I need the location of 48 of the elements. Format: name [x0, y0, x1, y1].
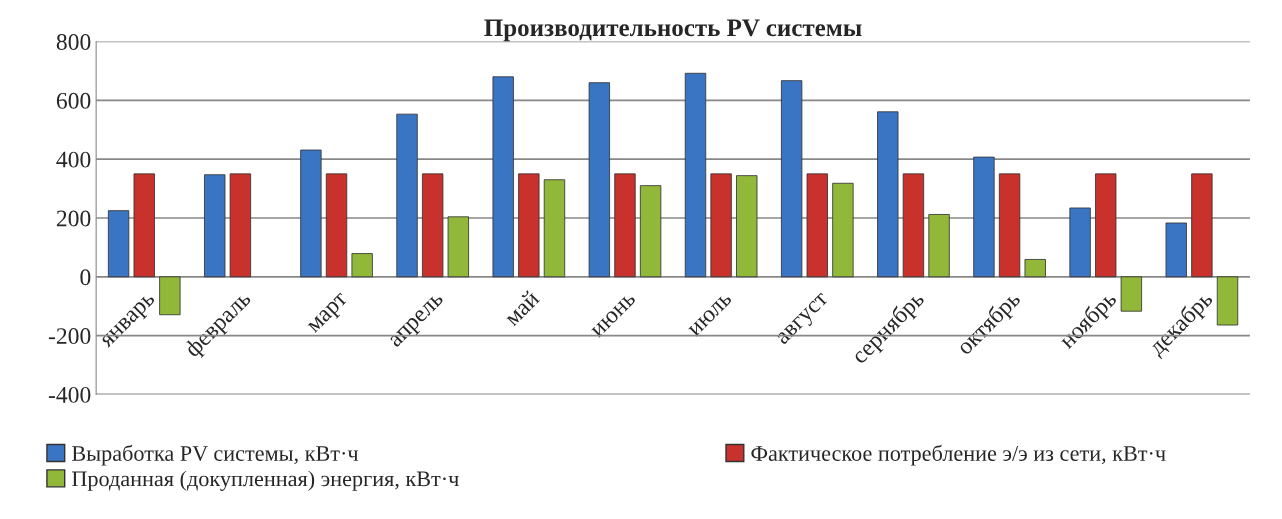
bar: [877, 111, 899, 278]
bar: [710, 173, 732, 278]
bar: [107, 210, 130, 278]
bar: [351, 253, 373, 278]
bar: [780, 80, 803, 278]
bar: [422, 173, 444, 278]
bar: [300, 149, 322, 278]
bar: [1095, 173, 1117, 278]
bar: [518, 173, 540, 278]
bar: [684, 72, 707, 278]
bar: [639, 185, 662, 278]
bar: [614, 173, 636, 278]
bar: [1120, 276, 1143, 312]
bar: [1191, 173, 1213, 278]
bar: [396, 113, 418, 278]
bar: [1165, 222, 1187, 278]
legend-label: Фактическое потребление э/э из сети, кВт·ч: [751, 444, 1166, 466]
bar: [832, 182, 854, 278]
bar: [902, 173, 925, 278]
bar: [159, 276, 181, 316]
x-tick-label: май: [502, 289, 541, 327]
bar: [588, 82, 611, 278]
bar: [492, 76, 514, 278]
chart-title: Производительность PV системы: [484, 19, 862, 42]
y-tick-label: 0: [80, 269, 91, 286]
y-tick-label: 400: [56, 151, 91, 168]
legend-label: Выработка PV системы, кВт·ч: [72, 444, 359, 466]
bar: [133, 173, 155, 278]
bar: [973, 156, 995, 278]
bar: [543, 179, 566, 278]
y-tick-label: 600: [56, 92, 91, 109]
bar: [1216, 276, 1239, 326]
bar: [204, 174, 226, 278]
bar: [806, 173, 828, 278]
bar: [928, 214, 950, 278]
y-tick-label: -400: [48, 386, 91, 403]
y-tick-label: 200: [56, 210, 91, 227]
y-tick-label: 800: [56, 34, 91, 50]
bar: [998, 173, 1021, 278]
bar: [229, 173, 252, 278]
bar: [1024, 259, 1046, 278]
y-tick-label: -200: [48, 328, 91, 345]
bar: [736, 175, 758, 278]
x-tick-label: март: [307, 292, 352, 337]
legend-label: Проданная (докупленная) энергия, кВт·ч: [72, 470, 459, 491]
bar: [447, 216, 469, 278]
bar: [325, 173, 348, 278]
bar: [1069, 207, 1091, 278]
